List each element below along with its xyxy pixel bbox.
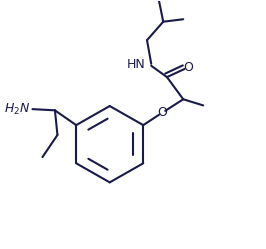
- Text: O: O: [183, 61, 193, 74]
- Text: HN: HN: [127, 58, 146, 71]
- Text: $H_2N$: $H_2N$: [4, 102, 31, 117]
- Text: O: O: [157, 106, 167, 119]
